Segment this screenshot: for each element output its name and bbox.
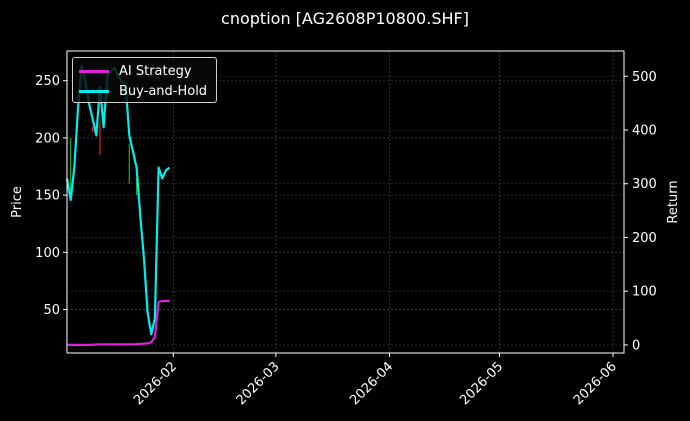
y-tick-label: 250 xyxy=(35,74,60,89)
y2-tick-label: 300 xyxy=(632,177,657,192)
x-tick-label: 2026-06 xyxy=(571,359,620,408)
legend-label-bh: Buy-and-Hold xyxy=(119,83,208,99)
x-tick-label: 2026-03 xyxy=(234,359,283,408)
y2-axis-label: Return xyxy=(666,180,681,223)
legend-item-buy-and-hold: Buy-and-Hold xyxy=(79,81,207,101)
y2-tick-label: 200 xyxy=(632,231,657,246)
y-tick-label: 50 xyxy=(43,303,60,318)
x-tick-label: 2026-05 xyxy=(457,359,506,408)
y2-tick-label: 0 xyxy=(632,338,640,353)
legend-swatch-bh xyxy=(79,89,109,93)
legend-swatch-ai xyxy=(79,69,109,73)
y2-tick-label: 400 xyxy=(632,123,657,138)
y-axis-label: Price xyxy=(10,186,25,218)
y2-tick-label: 500 xyxy=(632,70,657,85)
buy-and-hold-line xyxy=(65,64,171,336)
y-tick-label: 150 xyxy=(35,189,60,204)
legend-item-ai-strategy: AI Strategy xyxy=(79,61,192,81)
y-tick-label: 100 xyxy=(35,246,60,261)
chart-title: cnoption [AG2608P10800.SHF] xyxy=(221,9,469,28)
y-tick-label: 200 xyxy=(35,131,60,146)
plot-frame xyxy=(66,50,625,354)
legend: AI Strategy Buy-and-Hold xyxy=(72,57,217,103)
y2-tick-label: 100 xyxy=(632,285,657,300)
series-layer xyxy=(65,64,171,346)
x-tick-label: 2026-04 xyxy=(347,359,396,408)
ai-strategy-line xyxy=(67,299,170,346)
x-tick-label: 2026-02 xyxy=(131,359,180,408)
legend-label-ai: AI Strategy xyxy=(119,63,192,79)
